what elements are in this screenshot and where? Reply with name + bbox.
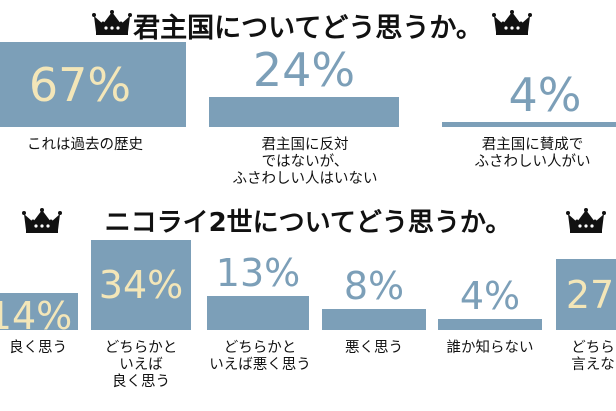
category-label-2: 君主国に反対 ではないが、 ふさわしい人はいない	[232, 137, 378, 187]
bar-4	[322, 309, 426, 330]
bar-3	[207, 296, 309, 330]
value-label-6: 27	[565, 272, 615, 317]
bar-2	[91, 240, 191, 330]
bar-3	[442, 122, 616, 127]
crown-icon	[492, 10, 532, 36]
bar-1	[0, 293, 78, 330]
category-label-5: 誰か知らない	[446, 340, 534, 356]
category-label-3: どちらかと いえば悪く思う	[209, 340, 311, 373]
bar-5	[438, 319, 542, 330]
value-label-3: 13%	[215, 251, 301, 295]
value-label-4: 8%	[343, 264, 405, 308]
category-label-6: どちら 言えな	[571, 340, 615, 373]
category-label-1: これは過去の歴史	[27, 137, 143, 153]
value-label-3: 4%	[508, 68, 582, 122]
bar-6	[556, 259, 616, 330]
value-label-1: 14%	[0, 294, 73, 338]
category-label-2: どちらかと いえば 良く思う	[104, 340, 178, 390]
crown-icon	[566, 208, 606, 234]
crown-icon	[92, 10, 132, 36]
bar-2	[209, 97, 399, 127]
value-label-2: 34%	[98, 263, 184, 307]
crown-icon	[22, 208, 62, 234]
chart-title: 君主国についてどう思うか。	[133, 13, 483, 44]
chart-title: ニコライ2世についてどう思うか。	[104, 208, 512, 238]
category-label-1: 良く思う	[9, 340, 67, 356]
category-label-3: 君主国に賛成で ふさわしい人がい	[474, 137, 591, 170]
value-label-1: 67%	[28, 57, 132, 112]
value-label-2: 24%	[252, 43, 356, 97]
category-label-4: 悪く思う	[345, 340, 403, 356]
value-label-5: 4%	[459, 274, 521, 318]
bar-1	[0, 42, 186, 127]
